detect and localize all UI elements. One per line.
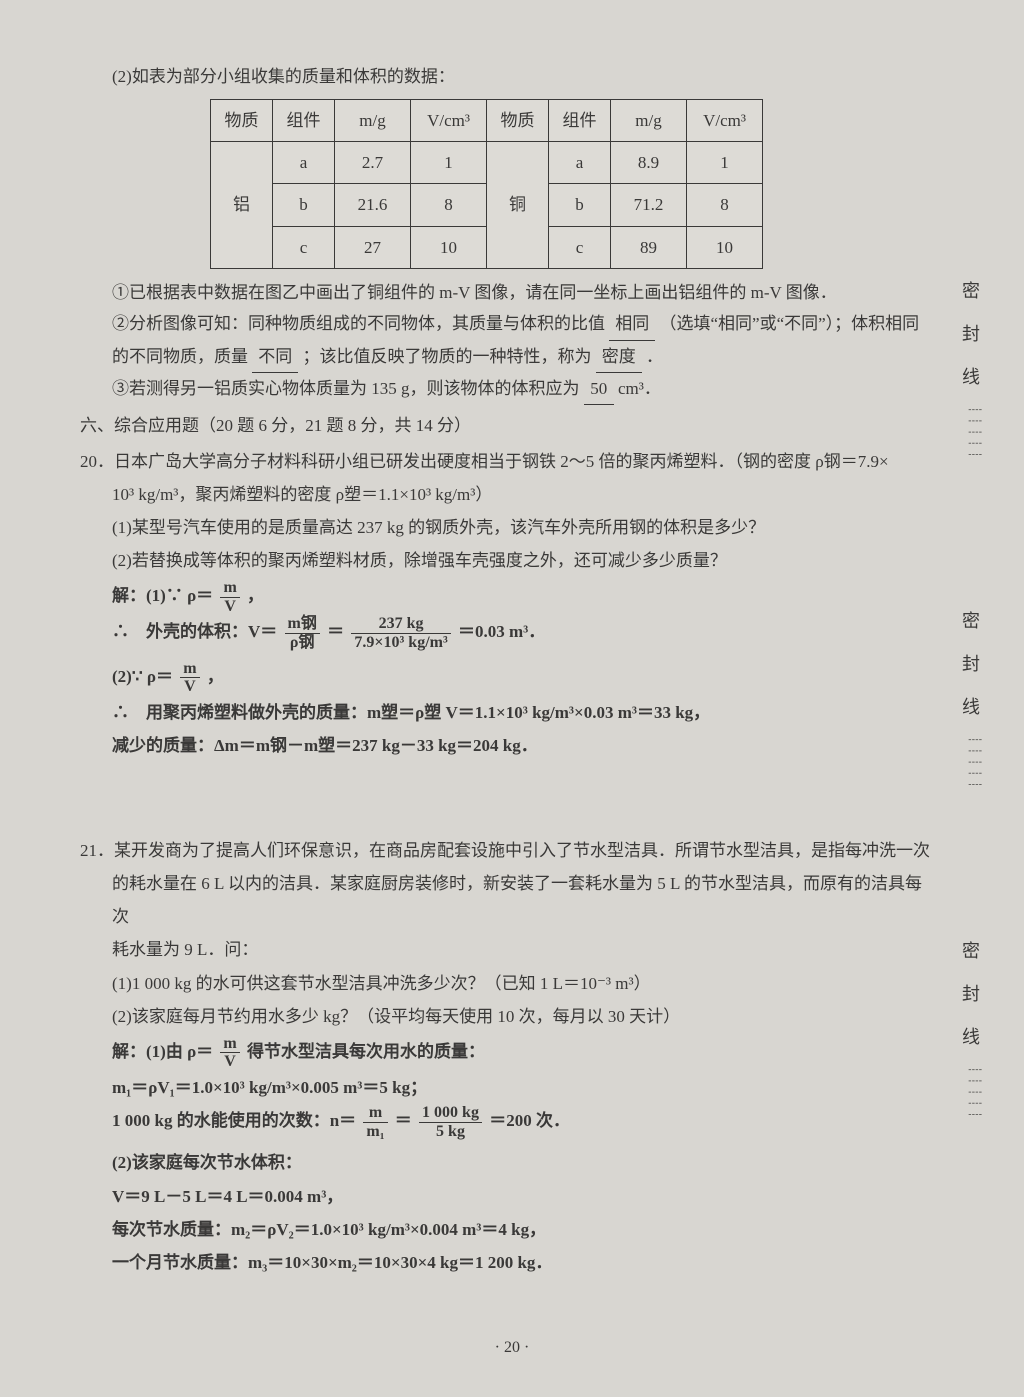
q21-solution-1c: 1 000 kg 的水能使用的次数：n＝ mm₁ ＝ 1 000 kg5 kg … xyxy=(80,1104,934,1140)
blank-answer: 50 xyxy=(584,373,614,405)
q21-line3: 耗水量为 9 L．问： xyxy=(80,933,934,966)
q20-line2: 10³ kg/m³，聚丙烯塑料的密度 ρ塑＝1.1×10³ kg/m³） xyxy=(80,478,934,511)
material-right: 铜 xyxy=(487,142,549,268)
seal-mark-1: 密 封 线 ┊┊┊┊┊ xyxy=(960,270,982,468)
q20-solution-1b: ∴ 外壳的体积：V＝ m钢ρ钢 ＝ 237 kg7.9×10³ kg/m³ ＝0… xyxy=(80,615,934,651)
blank-answer: 不同 xyxy=(252,341,298,373)
table-header-row: 物质组件m/gV/cm³ 物质组件m/gV/cm³ xyxy=(211,100,763,142)
q2-intro: (2)如表为部分小组收集的质量和体积的数据： xyxy=(80,60,934,93)
q21-line2: 的耗水量在 6 L 以内的洁具．某家庭厨房装修时，新安装了一套耗水量为 5 L … xyxy=(80,867,934,933)
q21-solution-2a: (2)该家庭每次节水体积： xyxy=(80,1146,934,1179)
q20-sub2: (2)若替换成等体积的聚丙烯塑料材质，除增强车壳强度之外，还可减少多少质量？ xyxy=(80,544,934,577)
blank-answer: 密度 xyxy=(596,341,642,373)
q-item-2: ②分析图像可知：同种物质组成的不同物体，其质量与体积的比值 相同 （选填“相同”… xyxy=(80,308,934,340)
q21-solution-2c: 每次节水质量：m₂＝ρV₂＝1.0×10³ kg/m³×0.004 m³＝4 k… xyxy=(80,1213,934,1246)
q-item-1: ①已根据表中数据在图乙中画出了铜组件的 m-V 图像，请在同一坐标上画出铝组件的… xyxy=(80,277,934,308)
q20-sub1: (1)某型号汽车使用的是质量高达 237 kg 的钢质外壳，该汽车外壳所用钢的体… xyxy=(80,511,934,544)
q21-sub2: (2)该家庭每月节约用水多少 kg？（设平均每天使用 10 次，每月以 30 天… xyxy=(80,1000,934,1033)
q21-solution-2b: V＝9 L－5 L＝4 L＝0.004 m³， xyxy=(80,1180,934,1213)
q-item-3: ③若测得另一铝质实心物体质量为 135 g，则该物体的体积应为 50 cm³． xyxy=(80,373,934,405)
q20-line1: 20．日本广岛大学高分子材料科研小组已研发出硬度相当于钢铁 2～5 倍的聚丙烯塑… xyxy=(80,445,934,478)
q-item-2b: 的不同物质，质量 不同 ；该比值反映了物质的一种特性，称为 密度 ． xyxy=(80,341,934,373)
table-row: 铝 a 2.7 1 铜 a 8.9 1 xyxy=(211,142,763,184)
q21-line1: 21．某开发商为了提高人们环保意识，在商品房配套设施中引入了节水型洁具．所谓节水… xyxy=(80,834,934,867)
q20-solution-2a: (2)∵ ρ＝ mV ， xyxy=(80,660,934,696)
q21-sub1: (1)1 000 kg 的水可供这套节水型洁具冲洗多少次？（已知 1 L＝10⁻… xyxy=(80,967,934,1000)
blank-answer: 相同 xyxy=(609,308,655,340)
q21-solution-1a: 解：(1)由 ρ＝ mV 得节水型洁具每次用水的质量： xyxy=(80,1035,934,1071)
q20-solution-2c: 减少的质量：Δm＝m钢－m塑＝237 kg－33 kg＝204 kg． xyxy=(80,729,934,762)
section-6-heading: 六、综合应用题（20 题 6 分，21 题 8 分，共 14 分） xyxy=(80,409,934,442)
q20-solution-1: 解：(1)∵ ρ＝ mV ， xyxy=(80,579,934,615)
q20-solution-2b: ∴ 用聚丙烯塑料做外壳的质量：m塑＝ρ塑 V＝1.1×10³ kg/m³×0.0… xyxy=(80,696,934,729)
seal-mark-2: 密 封 线 ┊┊┊┊┊ xyxy=(960,600,982,798)
material-left: 铝 xyxy=(211,142,273,268)
data-table: 物质组件m/gV/cm³ 物质组件m/gV/cm³ 铝 a 2.7 1 铜 a … xyxy=(210,99,763,269)
q21-solution-1b: m₁＝ρV₁＝1.0×10³ kg/m³×0.005 m³＝5 kg； xyxy=(80,1071,934,1104)
q21-solution-2d: 一个月节水质量：m₃＝10×30×m₂＝10×30×4 kg＝1 200 kg． xyxy=(80,1246,934,1279)
seal-mark-3: 密 封 线 ┊┊┊┊┊ xyxy=(960,930,982,1128)
page-number: · 20 · xyxy=(0,1339,1024,1357)
